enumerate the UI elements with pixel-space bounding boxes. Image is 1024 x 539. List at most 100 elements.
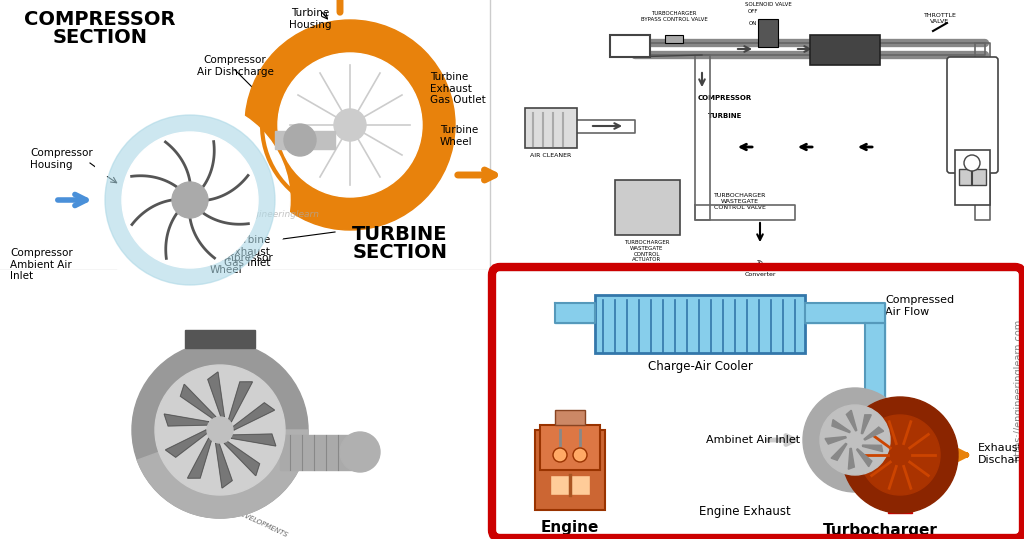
Text: OFF: OFF xyxy=(748,9,758,14)
Circle shape xyxy=(860,415,940,495)
Polygon shape xyxy=(224,440,259,476)
Circle shape xyxy=(964,155,980,171)
Circle shape xyxy=(340,432,380,472)
Circle shape xyxy=(820,405,890,475)
Circle shape xyxy=(553,448,567,462)
Circle shape xyxy=(122,132,258,268)
Bar xyxy=(280,435,360,470)
Text: Turbine
Exhaust
Gas Outlet: Turbine Exhaust Gas Outlet xyxy=(430,72,485,105)
Bar xyxy=(275,131,335,149)
Polygon shape xyxy=(187,438,212,478)
Polygon shape xyxy=(230,403,274,430)
Text: SECTION: SECTION xyxy=(52,28,147,47)
Text: Compressor
Ambient Air
Inlet: Compressor Ambient Air Inlet xyxy=(10,248,73,281)
Text: TURBOCHARGER
WASTEGATE
CONTROL VALVE: TURBOCHARGER WASTEGATE CONTROL VALVE xyxy=(714,193,766,210)
Text: Compressor
Wheel: Compressor Wheel xyxy=(210,253,272,274)
Text: TURBOCHARGER
BYPASS CONTROL
SOLENOID VALVE: TURBOCHARGER BYPASS CONTROL SOLENOID VAL… xyxy=(743,0,793,7)
Polygon shape xyxy=(861,415,871,433)
Bar xyxy=(185,330,255,348)
Text: THROTTLE
VALVE: THROTTLE VALVE xyxy=(924,13,956,24)
Text: COMPRESSOR: COMPRESSOR xyxy=(25,10,176,29)
Polygon shape xyxy=(805,303,885,323)
Text: Exhaust
Discharge: Exhaust Discharge xyxy=(978,443,1024,465)
Polygon shape xyxy=(975,43,990,220)
Text: Charge-Air Cooler: Charge-Air Cooler xyxy=(647,360,753,373)
Text: SECTION: SECTION xyxy=(352,243,447,262)
Polygon shape xyxy=(535,120,635,133)
Text: OWEN DEVELOPMENTS: OWEN DEVELOPMENTS xyxy=(212,498,288,537)
Polygon shape xyxy=(695,205,795,220)
Bar xyxy=(550,475,590,495)
Text: Engine Exhaust: Engine Exhaust xyxy=(699,505,791,518)
Polygon shape xyxy=(180,384,216,420)
Polygon shape xyxy=(864,427,884,440)
Circle shape xyxy=(155,365,285,495)
Text: Ambinet Air Inlet: Ambinet Air Inlet xyxy=(706,435,800,445)
Circle shape xyxy=(573,448,587,462)
Text: INTAKE
MANIFOLD: INTAKE MANIFOLD xyxy=(951,114,992,127)
Circle shape xyxy=(105,115,275,285)
FancyBboxPatch shape xyxy=(947,57,998,173)
Bar xyxy=(955,150,990,205)
Circle shape xyxy=(284,124,316,156)
Text: TURBINE: TURBINE xyxy=(708,113,742,119)
Text: TURBOCHARGER
WASTEGATE
CONTROL
ACTUATOR: TURBOCHARGER WASTEGATE CONTROL ACTUATOR xyxy=(625,240,670,262)
Bar xyxy=(758,19,778,47)
Circle shape xyxy=(334,109,366,141)
Text: TURBOCHARGER
BYPASS CONTROL VALVE: TURBOCHARGER BYPASS CONTROL VALVE xyxy=(641,11,708,22)
Circle shape xyxy=(803,388,907,492)
Bar xyxy=(280,435,360,470)
Circle shape xyxy=(90,100,290,300)
Circle shape xyxy=(245,20,455,230)
Text: Compressor
Air Dishcharge: Compressor Air Dishcharge xyxy=(197,55,273,77)
Text: https://engineeringlearn.com: https://engineeringlearn.com xyxy=(1013,319,1023,461)
Polygon shape xyxy=(888,512,912,513)
Text: Turbine
Exhaust
Gas Inlet: Turbine Exhaust Gas Inlet xyxy=(223,235,270,268)
Circle shape xyxy=(172,182,208,218)
Bar xyxy=(275,131,335,149)
Circle shape xyxy=(278,53,422,197)
Text: Turbocharger: Turbocharger xyxy=(822,523,937,538)
Bar xyxy=(0,270,490,539)
Text: Compressor
Housing: Compressor Housing xyxy=(30,148,93,170)
Polygon shape xyxy=(862,445,883,452)
Text: PCM: PCM xyxy=(620,42,640,51)
Bar xyxy=(535,430,605,510)
Polygon shape xyxy=(166,430,209,457)
Wedge shape xyxy=(137,430,308,518)
Polygon shape xyxy=(825,437,846,444)
Bar xyxy=(959,169,986,185)
Polygon shape xyxy=(848,448,854,469)
Polygon shape xyxy=(227,382,252,422)
Polygon shape xyxy=(555,303,595,323)
Polygon shape xyxy=(857,448,871,467)
Bar xyxy=(665,35,683,43)
Text: Compressed
Air Flow: Compressed Air Flow xyxy=(885,295,954,316)
Bar xyxy=(610,35,650,57)
Bar xyxy=(525,108,577,148)
Polygon shape xyxy=(695,55,710,220)
Text: TURBINE: TURBINE xyxy=(352,225,447,244)
Polygon shape xyxy=(635,43,985,55)
Text: AIR CLEANER: AIR CLEANER xyxy=(530,153,571,158)
Bar xyxy=(595,295,805,353)
Text: To
Catalytic
Converter: To Catalytic Converter xyxy=(744,260,776,277)
Text: /engineeringlearn: /engineeringlearn xyxy=(240,210,319,219)
Text: ON: ON xyxy=(749,21,757,26)
Bar xyxy=(185,330,255,348)
Polygon shape xyxy=(229,434,275,446)
Circle shape xyxy=(132,342,308,518)
Bar xyxy=(540,425,600,470)
Text: Turbine
Wheel: Turbine Wheel xyxy=(440,125,478,147)
Polygon shape xyxy=(847,410,857,431)
Bar xyxy=(555,410,585,425)
Circle shape xyxy=(842,397,958,513)
Text: Engine: Engine xyxy=(541,520,599,535)
Text: Turbine
Housing: Turbine Housing xyxy=(289,8,331,30)
Polygon shape xyxy=(831,444,847,460)
Polygon shape xyxy=(164,414,210,426)
Circle shape xyxy=(207,417,233,443)
Bar xyxy=(810,35,880,65)
Bar xyxy=(615,180,680,235)
Polygon shape xyxy=(865,323,885,405)
